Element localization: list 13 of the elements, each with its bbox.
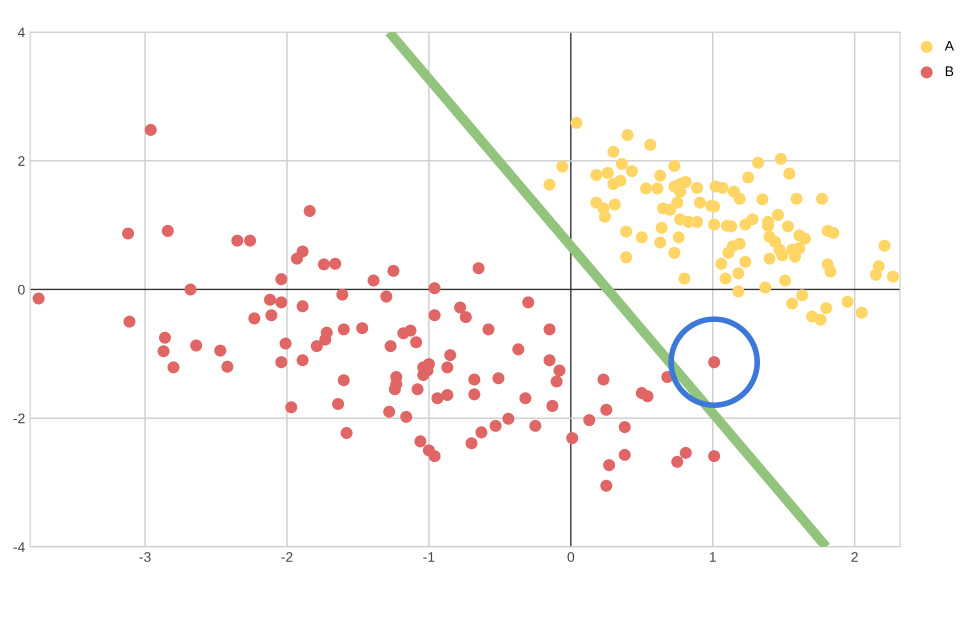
x-tick-label: 0: [568, 552, 574, 562]
y-tick-label: 0: [18, 284, 25, 295]
legend-label: B: [946, 66, 954, 76]
y-tick-label: -4: [14, 542, 25, 552]
y-tick-label: -2: [14, 413, 25, 424]
x-tick-label: 1: [710, 552, 716, 562]
x-tick-label: -3: [140, 552, 151, 562]
y-tick-label: 4: [18, 28, 25, 38]
legend-label: A: [944, 40, 954, 51]
x-tick-label: 2: [851, 552, 858, 562]
x-tick-label: -1: [423, 552, 434, 562]
x-tick-label: -2: [281, 552, 292, 562]
y-tick-label: 2: [18, 156, 25, 166]
